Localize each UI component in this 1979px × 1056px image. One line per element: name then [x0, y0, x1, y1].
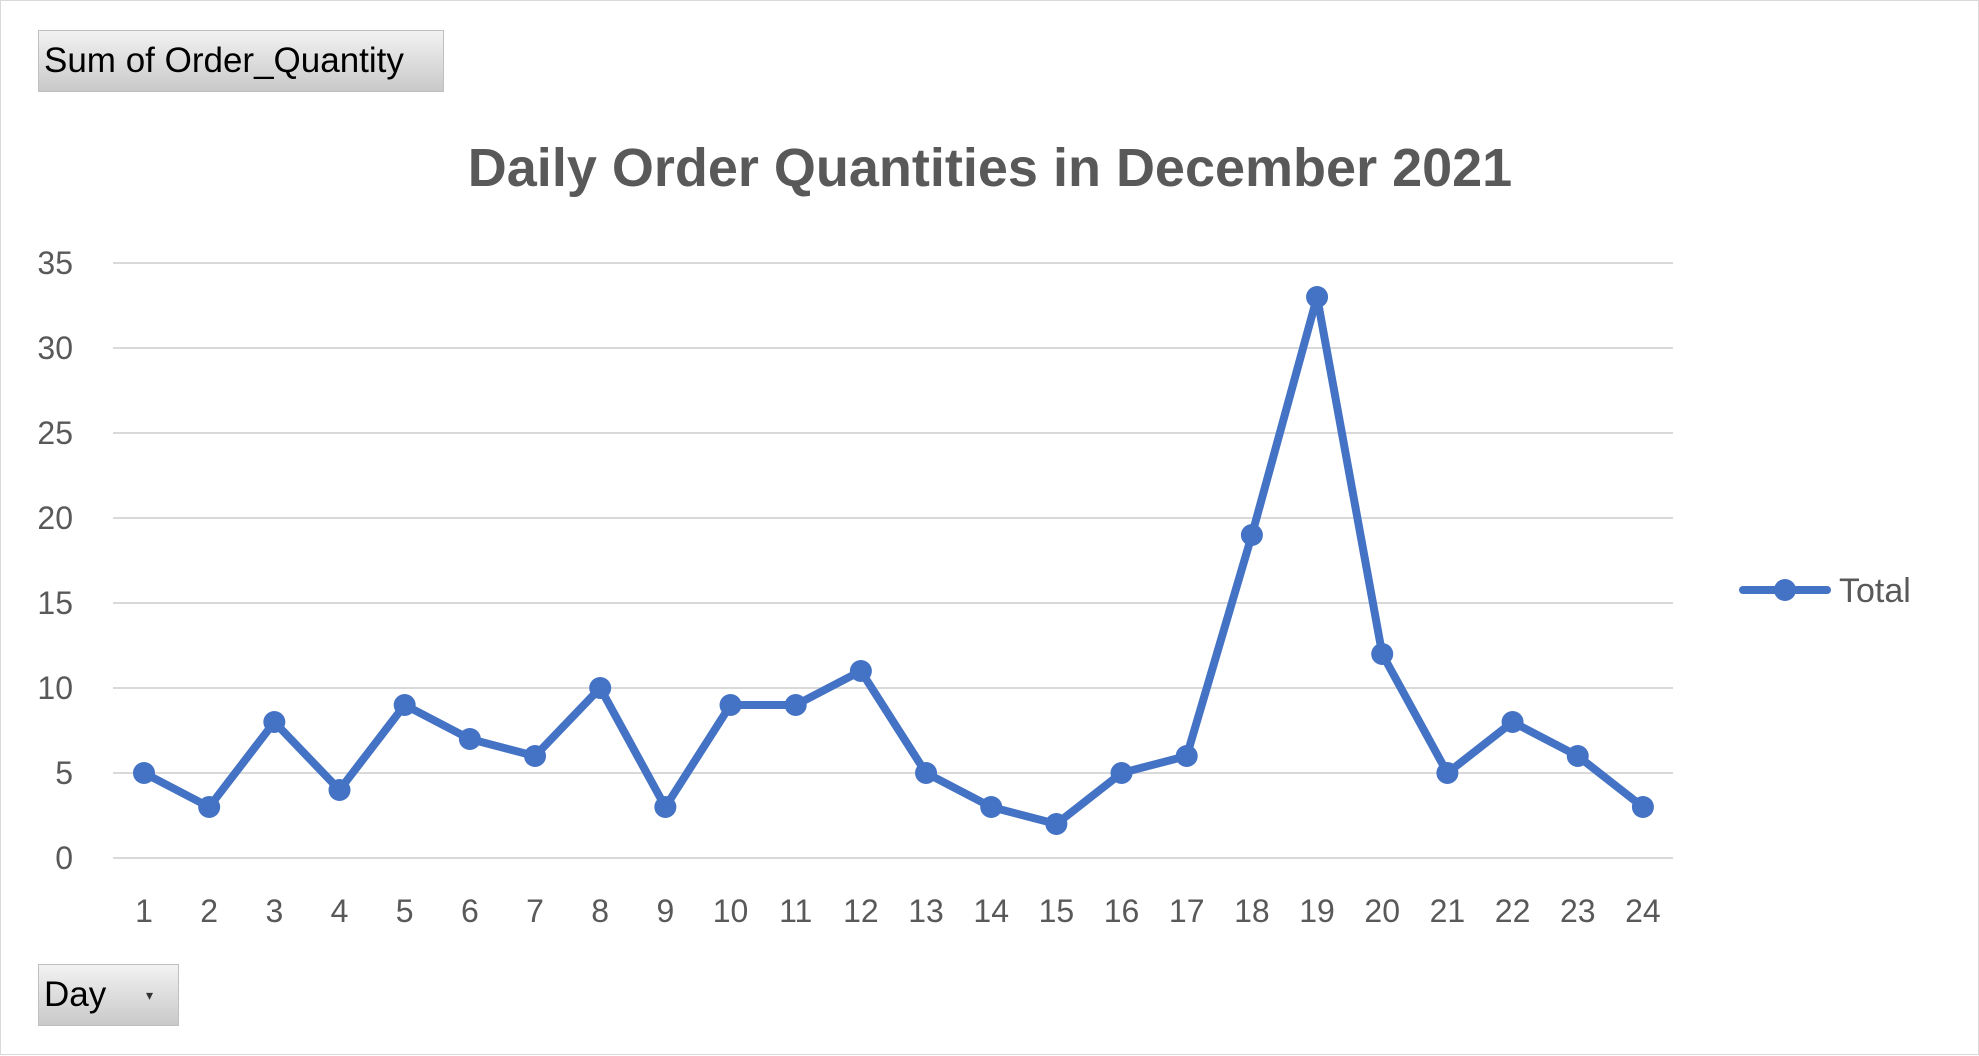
data-point: [1045, 813, 1068, 835]
x-tick-label: 14: [973, 893, 1009, 929]
x-tick-label: 5: [396, 893, 414, 929]
legend-marker: [1774, 579, 1796, 601]
x-tick-label: 17: [1169, 893, 1205, 929]
x-tick-label: 7: [526, 893, 544, 929]
y-tick-label: 15: [37, 585, 73, 621]
data-point: [198, 796, 221, 818]
x-tick-label: 16: [1104, 893, 1140, 929]
x-tick-label: 12: [843, 893, 879, 929]
y-tick-label: 5: [55, 755, 73, 791]
data-point: [524, 745, 547, 767]
data-point: [133, 762, 155, 784]
x-tick-label: 23: [1560, 893, 1596, 929]
data-point: [393, 694, 416, 716]
data-point: [328, 779, 351, 801]
y-tick-label: 20: [37, 500, 73, 536]
y-axis-tick-labels: 0 5 10 15 20 25 30 35: [37, 245, 73, 876]
x-tick-label: 9: [656, 893, 674, 929]
y-tick-label: 10: [37, 670, 73, 706]
x-tick-label: 13: [908, 893, 944, 929]
data-point: [1175, 745, 1198, 767]
x-tick-label: 3: [265, 893, 283, 929]
x-tick-label: 1: [135, 893, 153, 929]
data-point: [719, 694, 742, 716]
y-tick-label: 0: [55, 840, 73, 876]
data-point: [1240, 524, 1263, 546]
value-field-button[interactable]: Sum of Order_Quantity: [38, 30, 444, 92]
data-point: [1436, 762, 1459, 784]
data-point: [589, 677, 612, 699]
data-point: [784, 694, 807, 716]
data-point: [263, 711, 286, 733]
x-tick-label: 20: [1364, 893, 1400, 929]
x-tick-label: 8: [591, 893, 609, 929]
data-point: [1566, 745, 1589, 767]
x-tick-label: 22: [1495, 893, 1531, 929]
y-tick-label: 30: [37, 330, 73, 366]
data-point: [1306, 286, 1329, 308]
data-point: [1110, 762, 1133, 784]
chevron-down-icon[interactable]: ▾: [146, 987, 154, 1003]
series-line: [140, 293, 1647, 828]
data-point: [849, 660, 872, 682]
chart-title: Daily Order Quantities in December 2021: [468, 138, 1512, 198]
legend-label: Total: [1839, 572, 1911, 610]
y-tick-label: 35: [37, 245, 73, 281]
data-point: [1631, 796, 1654, 818]
x-tick-label: 10: [713, 893, 749, 929]
x-tick-label: 11: [779, 893, 812, 929]
data-point: [458, 728, 481, 750]
data-point: [980, 796, 1003, 818]
x-tick-label: 4: [331, 893, 349, 929]
x-tick-label: 21: [1430, 893, 1466, 929]
x-tick-label: 19: [1299, 893, 1335, 929]
data-point: [915, 762, 938, 784]
x-axis-tick-labels: 1 2 3 4 5 6 7 8 9 10 11 12 13 14 15 16 17 18 19 20 21 22 23 24: [135, 893, 1661, 929]
x-tick-label: 18: [1234, 893, 1270, 929]
x-tick-label: 15: [1039, 893, 1075, 929]
data-point: [1501, 711, 1524, 733]
data-point: [1371, 643, 1394, 665]
x-tick-label: 6: [461, 893, 479, 929]
gridlines: [113, 262, 1673, 859]
data-point: [654, 796, 677, 818]
y-tick-label: 25: [37, 415, 73, 451]
axis-field-label: Day: [44, 975, 107, 1014]
x-tick-label: 2: [200, 893, 218, 929]
axis-field-button[interactable]: Day ▾: [38, 964, 179, 1026]
x-tick-label: 24: [1625, 893, 1661, 929]
legend: Total: [1739, 572, 1911, 610]
series-total: [133, 286, 1654, 835]
